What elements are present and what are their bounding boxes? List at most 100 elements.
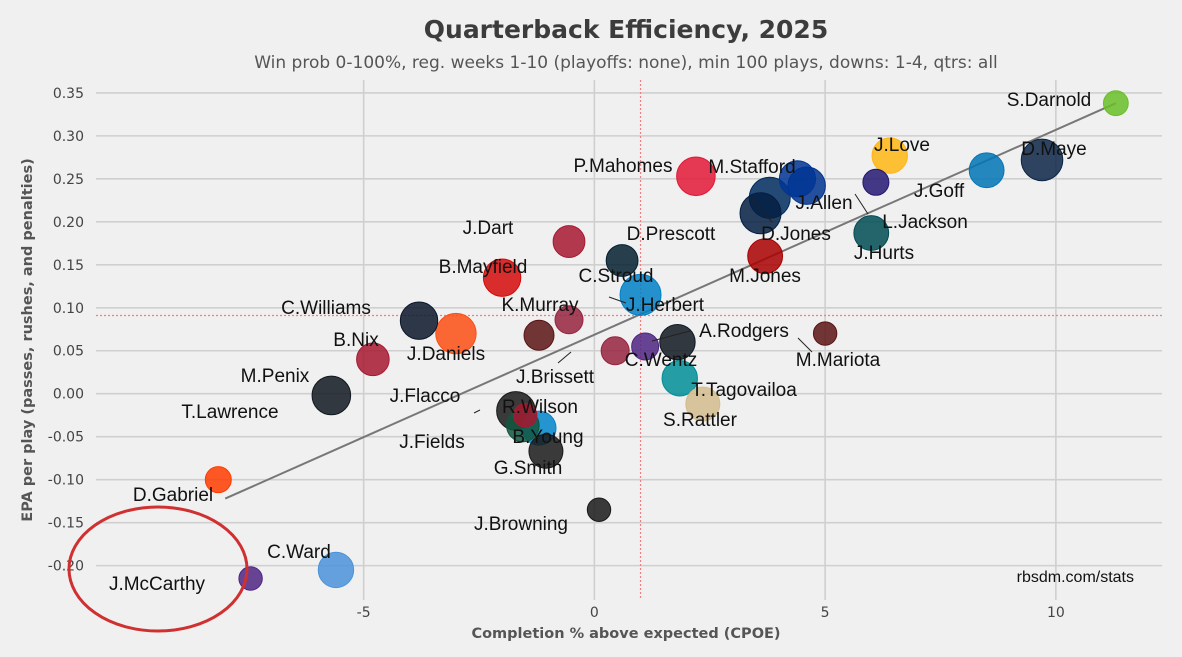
point-m-mariota (812, 321, 838, 346)
point-p-mahomes (676, 156, 716, 197)
label-s-darnold: S.Darnold (1007, 90, 1092, 111)
point-t-tagovailoa (661, 360, 698, 397)
point-d-gabriel (204, 466, 232, 494)
trend-line (224, 102, 1117, 500)
point-c-wentz (631, 332, 660, 361)
y-tick-label: -0.05 (48, 430, 84, 446)
label-j-browning: J.Browning (474, 514, 568, 535)
y-tick-label: -0.15 (48, 516, 84, 532)
highlight-ellipse-shape (67, 505, 249, 633)
point-b-mayfield (482, 258, 522, 297)
y-tick-label: 0.00 (53, 387, 84, 403)
point-labels: S.Darnold D.Maye J.Love J.Goff P.Mahomes M.St… (109, 90, 1091, 595)
point-j-daniels (523, 319, 555, 351)
label-p-mahomes: P.Mahomes (574, 156, 673, 177)
x-tick-label: -5 (357, 605, 371, 621)
x-tick-label: 10 (1047, 605, 1065, 621)
x-axis-label: Completion % above expected (CPOE) (471, 626, 780, 642)
label-j-brissett: J.Brissett (516, 367, 595, 388)
point-l-jackson (862, 168, 890, 196)
point-k-murray (554, 305, 584, 335)
y-axis-label: EPA per play (passes, rushes, and penalt… (20, 158, 36, 521)
point-c-stroud (605, 244, 639, 277)
point-g-smith (528, 433, 564, 469)
y-tick-label: 0.35 (53, 86, 84, 102)
label-j-goff: J.Goff (914, 181, 965, 202)
label-t-tagovailoa: T.Tagovailoa (691, 380, 797, 401)
label-b-nix: B.Nix (333, 330, 379, 351)
label-s-rattler: S.Rattler (663, 410, 738, 431)
point-c-williams (399, 301, 439, 340)
point-a-rodgers (659, 323, 696, 361)
label-j-mccarthy: J.McCarthy (109, 574, 206, 595)
label-c-williams: C.Williams (281, 298, 371, 319)
y-tick-label: 0.30 (53, 129, 84, 145)
label-g-smith: G.Smith (494, 458, 563, 479)
point-m-stafford (778, 160, 817, 198)
point-j-dart (552, 225, 586, 258)
label-c-wentz: C.Wentz (625, 350, 698, 371)
point-s-rattler (685, 386, 721, 422)
x-tick-label: 5 (821, 605, 830, 621)
label-m-mariota: M.Mariota (796, 350, 881, 371)
y-tick-label: -0.10 (48, 473, 84, 489)
y-tick-label: -0.20 (48, 559, 84, 575)
source-credit: rbsdm.com/stats (1017, 569, 1134, 586)
label-j-love: J.Love (874, 135, 930, 156)
point-r-wilson (512, 403, 538, 428)
label-m-penix: M.Penix (241, 366, 310, 387)
label-connector (854, 193, 869, 215)
label-j-herbert: J.Herbert (626, 295, 705, 316)
y-tick-label: 0.15 (53, 258, 84, 274)
label-j-fields: J.Fields (399, 432, 464, 453)
point-m-penix (356, 342, 390, 377)
y-tick-label: 0.20 (53, 215, 84, 231)
label-m-jones: M.Jones (729, 266, 801, 287)
point-j-herbert (619, 273, 662, 316)
label-connector (608, 296, 627, 304)
label-j-dart: J.Dart (463, 218, 514, 239)
label-c-stroud: C.Stroud (579, 266, 654, 287)
point-j-hurts (853, 215, 890, 251)
label-b-young: B.Young (512, 427, 583, 448)
point-d-maye (1020, 138, 1064, 182)
label-connector (473, 409, 481, 414)
label-l-jackson: L.Jackson (882, 212, 968, 233)
point-t-lawrence (311, 375, 352, 416)
label-d-gabriel: D.Gabriel (133, 485, 213, 506)
label-connector (557, 351, 572, 364)
label-r-wilson: R.Wilson (502, 397, 578, 418)
label-j-daniels: J.Daniels (407, 344, 485, 365)
label-connector (651, 330, 691, 342)
label-c-ward: C.Ward (267, 542, 331, 563)
label-j-allen: J.Allen (795, 193, 852, 214)
label-d-prescott: D.Prescott (627, 224, 716, 245)
point-b-nix (435, 312, 477, 355)
y-tick-label: 0.25 (53, 172, 84, 188)
point-d-prescott (739, 192, 782, 235)
point-j-love (871, 137, 908, 174)
axis-ticks: 0.35 0.30 0.25 0.20 0.15 0.10 0.05 0.00 -0.05 -0.… (48, 86, 1065, 621)
point-j-goff (968, 152, 1005, 189)
point-c-ward (317, 551, 355, 589)
y-tick-label: 0.10 (53, 301, 84, 317)
label-m-stafford: M.Stafford (708, 157, 795, 178)
label-b-mayfield: B.Mayfield (439, 257, 528, 278)
label-a-rodgers: A.Rodgers (699, 321, 789, 342)
y-tick-label: 0.05 (53, 344, 84, 360)
label-connector (797, 337, 813, 353)
label-d-maye: D.Maye (1021, 139, 1086, 160)
point-j-brissett (600, 336, 630, 366)
chart-title: Quarterback Efficiency, 2025 (424, 15, 828, 44)
label-connector (751, 199, 773, 223)
point-j-browning (586, 497, 612, 522)
point-m-jones (747, 238, 784, 275)
label-j-flacco: J.Flacco (390, 386, 461, 407)
chart-subtitle: Win prob 0-100%, reg. weeks 1-10 (playof… (254, 53, 998, 73)
label-j-hurts: J.Hurts (854, 243, 914, 264)
label-t-lawrence: T.Lawrence (181, 402, 278, 423)
label-d-jones: D.Jones (761, 224, 831, 245)
label-k-murray: K.Murray (501, 295, 579, 316)
